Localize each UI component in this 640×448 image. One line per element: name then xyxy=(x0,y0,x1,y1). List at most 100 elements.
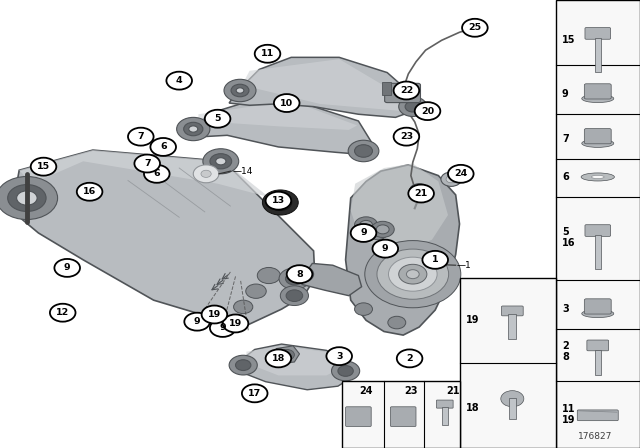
Polygon shape xyxy=(302,263,362,296)
Circle shape xyxy=(371,221,394,237)
Text: 3: 3 xyxy=(562,304,569,314)
Bar xyxy=(509,398,516,419)
Polygon shape xyxy=(274,346,300,364)
Circle shape xyxy=(278,201,283,204)
Circle shape xyxy=(291,266,314,282)
Circle shape xyxy=(448,165,474,183)
Circle shape xyxy=(257,267,280,284)
Text: 23: 23 xyxy=(400,132,413,141)
Text: 1: 1 xyxy=(432,255,438,264)
Text: 20: 20 xyxy=(421,107,434,116)
Bar xyxy=(556,0,640,448)
Circle shape xyxy=(144,165,170,183)
Text: 13: 13 xyxy=(272,196,285,205)
Text: 9: 9 xyxy=(562,89,569,99)
Bar xyxy=(460,278,556,448)
Polygon shape xyxy=(466,20,484,30)
Circle shape xyxy=(184,313,210,331)
Circle shape xyxy=(410,184,429,197)
Text: 17: 17 xyxy=(248,389,261,398)
Text: 24: 24 xyxy=(454,169,467,178)
Circle shape xyxy=(31,158,56,176)
Text: 2: 2 xyxy=(406,354,413,363)
Circle shape xyxy=(377,249,449,299)
Circle shape xyxy=(441,172,461,186)
Circle shape xyxy=(376,225,389,234)
Circle shape xyxy=(189,126,198,132)
Bar xyxy=(509,314,516,339)
Circle shape xyxy=(184,122,203,136)
Text: 9: 9 xyxy=(64,263,70,272)
Polygon shape xyxy=(198,101,357,130)
FancyBboxPatch shape xyxy=(587,340,609,351)
Polygon shape xyxy=(182,99,374,155)
Circle shape xyxy=(394,82,419,99)
Bar xyxy=(595,236,601,269)
Text: 9: 9 xyxy=(220,323,226,332)
Circle shape xyxy=(354,224,373,237)
Circle shape xyxy=(193,165,219,183)
Circle shape xyxy=(223,314,248,332)
Circle shape xyxy=(355,303,372,315)
Text: 10: 10 xyxy=(280,99,293,108)
Polygon shape xyxy=(242,59,415,111)
Text: 19: 19 xyxy=(229,319,242,328)
Bar xyxy=(595,350,601,375)
Circle shape xyxy=(224,79,256,102)
Circle shape xyxy=(351,224,376,242)
Text: 21: 21 xyxy=(446,386,460,396)
Text: 22: 22 xyxy=(400,86,413,95)
Circle shape xyxy=(422,251,448,269)
Circle shape xyxy=(236,360,251,370)
Ellipse shape xyxy=(582,310,614,318)
Circle shape xyxy=(280,286,308,306)
FancyBboxPatch shape xyxy=(385,83,420,103)
FancyBboxPatch shape xyxy=(585,28,611,39)
Circle shape xyxy=(365,241,461,308)
Circle shape xyxy=(399,97,427,116)
Text: 8: 8 xyxy=(296,270,303,279)
Polygon shape xyxy=(346,165,460,335)
FancyBboxPatch shape xyxy=(585,225,611,237)
Text: 6: 6 xyxy=(154,169,160,178)
Circle shape xyxy=(266,192,291,210)
Circle shape xyxy=(203,149,239,174)
Circle shape xyxy=(406,270,419,279)
Circle shape xyxy=(348,140,379,162)
FancyBboxPatch shape xyxy=(346,407,371,426)
FancyBboxPatch shape xyxy=(436,400,453,408)
Circle shape xyxy=(54,259,80,277)
Circle shape xyxy=(326,347,352,365)
Ellipse shape xyxy=(581,173,614,181)
Circle shape xyxy=(201,170,211,177)
Circle shape xyxy=(134,155,160,172)
Polygon shape xyxy=(238,344,352,390)
Circle shape xyxy=(50,304,76,322)
Polygon shape xyxy=(12,150,315,327)
Text: 5
16: 5 16 xyxy=(562,227,575,248)
Text: 7: 7 xyxy=(562,134,569,144)
Text: 11: 11 xyxy=(261,49,274,58)
Circle shape xyxy=(274,94,300,112)
Ellipse shape xyxy=(582,95,614,103)
Circle shape xyxy=(394,128,419,146)
Circle shape xyxy=(408,185,434,202)
Circle shape xyxy=(274,198,287,207)
Circle shape xyxy=(285,272,303,285)
Text: 11
19: 11 19 xyxy=(562,404,575,425)
Polygon shape xyxy=(229,57,419,117)
Text: 3: 3 xyxy=(336,352,342,361)
Text: 21: 21 xyxy=(415,189,428,198)
Circle shape xyxy=(177,117,210,141)
Circle shape xyxy=(462,19,488,37)
Circle shape xyxy=(210,319,236,337)
Circle shape xyxy=(210,154,232,169)
Circle shape xyxy=(242,384,268,402)
Circle shape xyxy=(360,220,372,229)
Polygon shape xyxy=(246,346,344,375)
Text: 6: 6 xyxy=(562,172,569,182)
Text: 24: 24 xyxy=(360,386,373,396)
FancyBboxPatch shape xyxy=(502,306,524,316)
FancyBboxPatch shape xyxy=(390,407,416,426)
Text: 9: 9 xyxy=(360,228,367,237)
